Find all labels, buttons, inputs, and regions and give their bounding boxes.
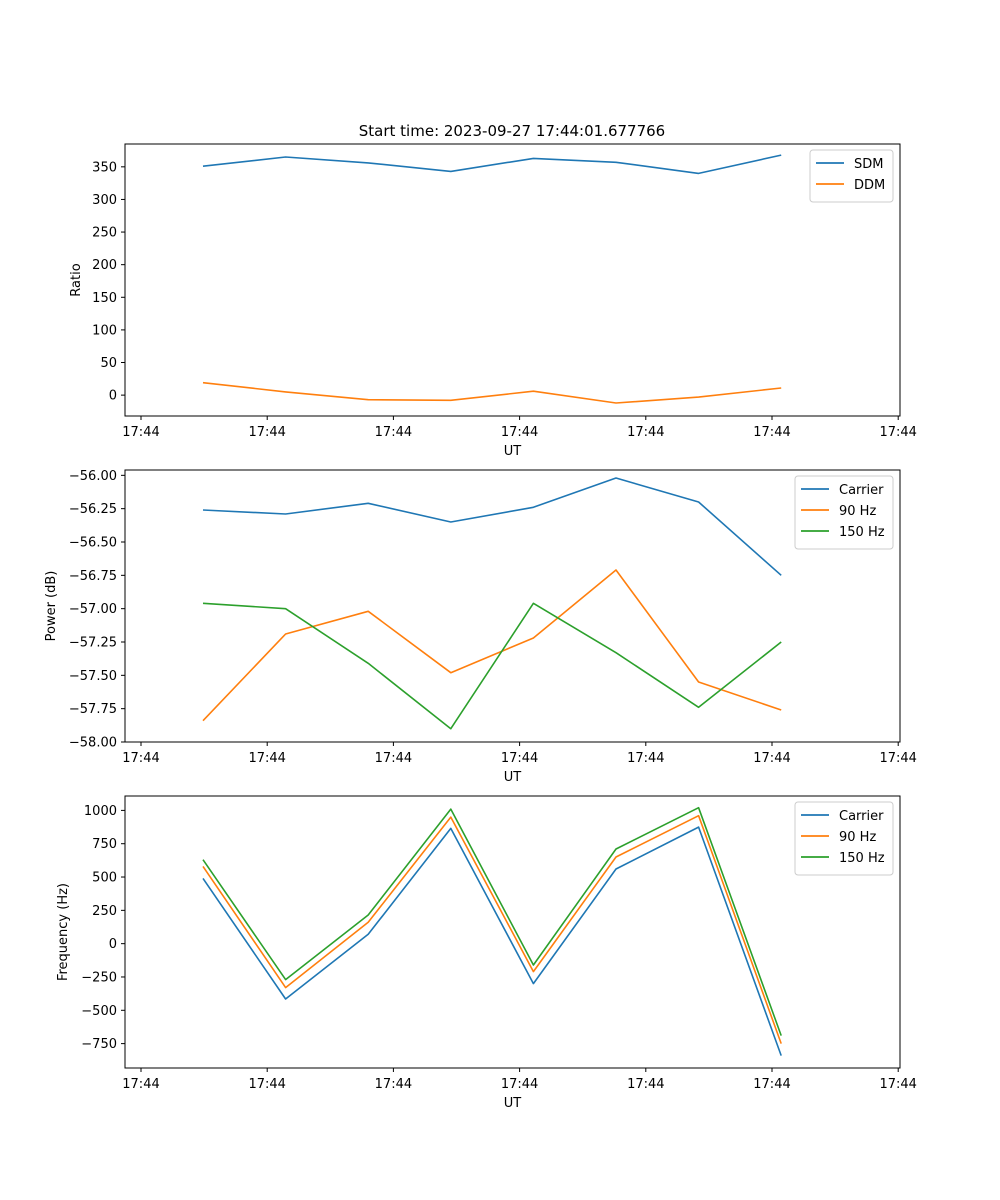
x-tick-label: 17:44 — [248, 425, 285, 440]
chart-panel-3: −750 −500 −250 0 250 500 750 1000 17:44 17:44 17:4… — [56, 795, 917, 1111]
y-tick-label: 250 — [92, 226, 117, 241]
legend-label: Carrier — [839, 483, 884, 498]
legend-label: 150 Hz — [839, 525, 885, 540]
x-tick-label: 17:44 — [879, 1077, 916, 1092]
y-tick-label: −57.25 — [69, 636, 117, 651]
series-line-150-hz — [202, 602, 782, 730]
y-tick-label: −750 — [81, 1037, 117, 1052]
x-tick-label: 17:44 — [122, 1077, 159, 1092]
series-line-90-hz — [202, 569, 782, 722]
series-line-sdm — [202, 154, 782, 175]
x-axis-label: UT — [504, 444, 522, 459]
y-tick-label: 150 — [92, 291, 117, 306]
y-tick-label: 0 — [109, 389, 117, 404]
x-tick-label: 17:44 — [879, 425, 916, 440]
x-tick-label: 17:44 — [375, 425, 412, 440]
y-tick-label: −56.50 — [69, 536, 117, 551]
figure-title: Start time: 2023-09-27 17:44:01.677766 — [359, 122, 665, 140]
legend-label: SDM — [854, 157, 883, 172]
y-tick-label: −56.75 — [69, 569, 117, 584]
x-tick-label: 17:44 — [375, 751, 412, 766]
y-tick-label: 250 — [92, 904, 117, 919]
y-tick-label: −58.00 — [69, 736, 117, 751]
y-tick-label: 200 — [92, 258, 117, 273]
series-line-carrier — [202, 826, 782, 1056]
x-tick-label: 17:44 — [122, 425, 159, 440]
axes-frame — [124, 795, 901, 1069]
x-tick-label: 17:44 — [627, 751, 664, 766]
x-axis-label: UT — [504, 770, 522, 785]
y-tick-label: −57.75 — [69, 702, 117, 717]
x-tick-label: 17:44 — [122, 751, 159, 766]
chart-panel-1: 0 50 100 150 200 250 300 350 17:44 17:44 17:44 17:4… — [69, 143, 917, 459]
x-tick-label: 17:44 — [753, 751, 790, 766]
y-tick-label: −250 — [81, 970, 117, 985]
series-line-90-hz — [202, 814, 782, 1044]
x-tick-label: 17:44 — [879, 751, 916, 766]
chart-panel-2: −58.00 −57.75 −57.50 −57.25 −57.00 −56.75 −56.… — [44, 469, 917, 785]
y-tick-label: −57.50 — [69, 669, 117, 684]
y-tick-label: −56.25 — [69, 502, 117, 517]
legend: SDM DDM — [809, 149, 894, 203]
y-tick-label: 1000 — [84, 804, 117, 819]
series-line-ddm — [202, 381, 782, 404]
x-tick-label: 17:44 — [753, 1077, 790, 1092]
legend: Carrier 90 Hz 150 Hz — [794, 475, 894, 550]
panels: 0 50 100 150 200 250 300 350 17:44 17:44 17:44 17:4… — [44, 143, 917, 1111]
y-axis-label: Frequency (Hz) — [56, 883, 71, 981]
y-axis-label: Ratio — [69, 263, 84, 296]
legend: Carrier 90 Hz 150 Hz — [794, 801, 894, 876]
x-tick-label: 17:44 — [501, 751, 538, 766]
y-tick-label: 750 — [92, 837, 117, 852]
legend-label: 90 Hz — [839, 504, 876, 519]
y-tick-label: −57.00 — [69, 602, 117, 617]
x-tick-label: 17:44 — [375, 1077, 412, 1092]
axes-frame — [124, 469, 901, 743]
y-tick-label: 100 — [92, 323, 117, 338]
y-axis-label: Power (dB) — [44, 571, 59, 642]
x-tick-label: 17:44 — [627, 425, 664, 440]
y-tick-label: 300 — [92, 193, 117, 208]
x-tick-label: 17:44 — [248, 1077, 285, 1092]
x-axis-label: UT — [504, 1096, 522, 1111]
x-tick-label: 17:44 — [501, 425, 538, 440]
series-line-150-hz — [202, 806, 782, 1036]
x-tick-label: 17:44 — [753, 425, 790, 440]
x-tick-label: 17:44 — [627, 1077, 664, 1092]
y-tick-label: 50 — [100, 356, 117, 371]
legend-label: 90 Hz — [839, 830, 876, 845]
x-tick-label: 17:44 — [501, 1077, 538, 1092]
y-tick-label: 0 — [109, 937, 117, 952]
y-tick-label: 350 — [92, 160, 117, 175]
y-tick-label: 500 — [92, 871, 117, 886]
legend-label: DDM — [854, 178, 885, 193]
y-tick-label: −56.00 — [69, 469, 117, 484]
y-tick-label: −500 — [81, 1004, 117, 1019]
axes-frame — [124, 143, 901, 417]
legend-label: 150 Hz — [839, 851, 885, 866]
x-tick-label: 17:44 — [248, 751, 285, 766]
legend-label: Carrier — [839, 809, 884, 824]
series-line-carrier — [202, 477, 782, 576]
